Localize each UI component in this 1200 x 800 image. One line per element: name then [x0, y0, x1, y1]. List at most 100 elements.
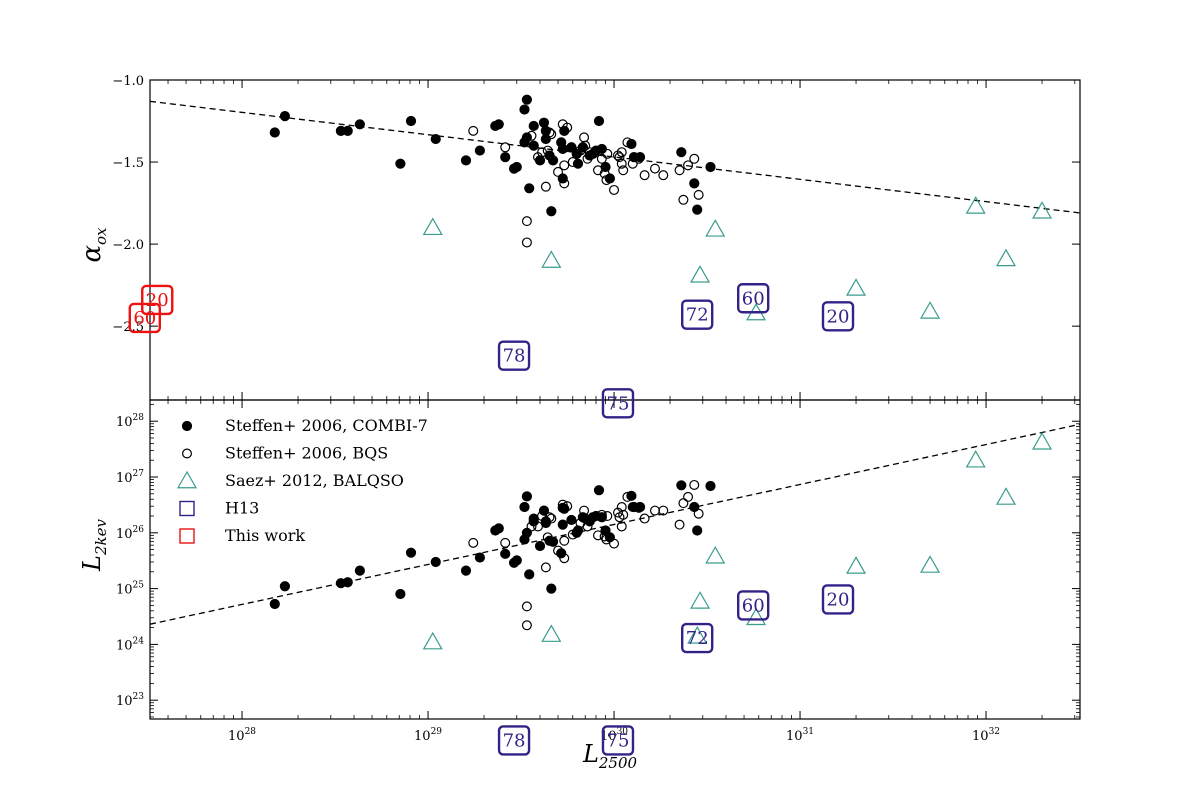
alpha_ox-series-open-circle [468, 119, 704, 248]
data-point [474, 145, 485, 156]
data-point [528, 120, 539, 132]
boxed-label-20: 20 [821, 301, 855, 332]
legend-entry: H13 [179, 499, 259, 518]
data-point [584, 514, 595, 525]
data-point [658, 170, 669, 181]
data-point [690, 265, 711, 283]
data-point [683, 491, 694, 502]
data-point [692, 525, 703, 536]
data-point [678, 498, 689, 509]
data-point [705, 161, 716, 173]
data-point [405, 547, 417, 558]
boxed-label-text: 60 [742, 595, 765, 616]
data-point [537, 511, 548, 522]
data-point [616, 521, 627, 532]
x-tick-label: 1031 [786, 727, 814, 744]
data-point [559, 178, 570, 189]
data-point [1031, 432, 1053, 450]
data-point [676, 147, 687, 158]
data-point [614, 152, 625, 163]
data-point [599, 531, 610, 542]
legend-marker [176, 470, 198, 489]
data-point [609, 538, 620, 549]
boxed-label-text: 20 [827, 306, 850, 327]
y-tick-label: 1026 [116, 525, 144, 542]
legend-marker [182, 448, 193, 459]
data-point [279, 111, 291, 122]
legend-entry: Steffen+ 2006, BQS [182, 444, 388, 463]
data-point [511, 555, 522, 566]
data-point [689, 178, 700, 189]
boxed-label-frame [601, 725, 635, 756]
L2kev-series-open-triangle [422, 432, 1053, 650]
boxed-label-frame [737, 283, 770, 314]
data-point [538, 117, 550, 128]
boxed-label-text: 78 [503, 346, 526, 367]
data-point [690, 591, 711, 609]
boxed-label-text: 20 [146, 290, 169, 311]
data-point [526, 130, 537, 141]
data-point [342, 577, 353, 588]
data-point [616, 158, 627, 169]
data-point [430, 556, 441, 568]
boxed-label-20: 20 [141, 284, 174, 316]
legend-entry: Steffen+ 2006, COMBI-7 [181, 416, 428, 435]
data-point [705, 219, 726, 237]
boxed-label-75: 75 [601, 388, 635, 419]
data-point [674, 165, 685, 176]
data-point [557, 519, 568, 530]
data-point [546, 583, 557, 594]
data-point [537, 147, 548, 158]
data-point [541, 250, 562, 268]
boxed-label-75: 75 [601, 725, 635, 756]
boxed-label-frame [821, 301, 855, 332]
data-point [678, 194, 689, 205]
data-point [528, 140, 539, 151]
boxed-label-text: 75 [607, 393, 630, 414]
data-point [342, 125, 353, 136]
data-point [559, 553, 570, 564]
data-point [601, 175, 612, 186]
data-point [559, 160, 570, 171]
data-point [593, 530, 604, 541]
data-point [354, 119, 365, 130]
data-point [692, 204, 703, 215]
data-point [546, 513, 557, 524]
data-point [521, 491, 532, 502]
boxed-label-frame [737, 590, 770, 621]
data-point [541, 624, 562, 642]
data-point [395, 588, 406, 600]
data-point [557, 173, 568, 184]
data-point [845, 556, 867, 574]
data-point [693, 189, 704, 200]
x-tick-label: 1029 [414, 727, 442, 744]
data-point [579, 505, 590, 516]
data-point [627, 158, 638, 169]
x-tick-label: 1032 [972, 727, 1000, 744]
boxed-label-text: 60 [133, 308, 156, 329]
data-point [562, 501, 573, 512]
legend-entry: This work [179, 526, 305, 545]
y-tick-label: −1.0 [112, 74, 144, 89]
data-point [547, 155, 559, 166]
data-point [599, 168, 610, 179]
data-point [405, 115, 417, 127]
data-point [705, 546, 726, 564]
boxed-label-frame [497, 340, 531, 371]
data-point [845, 278, 867, 296]
data-point [676, 480, 687, 491]
data-point [500, 548, 511, 559]
data-point [567, 529, 578, 540]
data-point [395, 158, 406, 169]
boxed-label-text: 78 [503, 730, 526, 751]
boxed-label-frame [681, 622, 714, 654]
data-point [601, 534, 612, 545]
y-tick-label: 1028 [116, 413, 144, 430]
data-point [562, 122, 573, 133]
legend-label: Steffen+ 2006, BQS [225, 444, 388, 463]
data-point [559, 535, 570, 546]
data-point [582, 521, 593, 532]
data-point [526, 521, 537, 532]
data-point [521, 620, 532, 631]
data-point [538, 505, 550, 516]
